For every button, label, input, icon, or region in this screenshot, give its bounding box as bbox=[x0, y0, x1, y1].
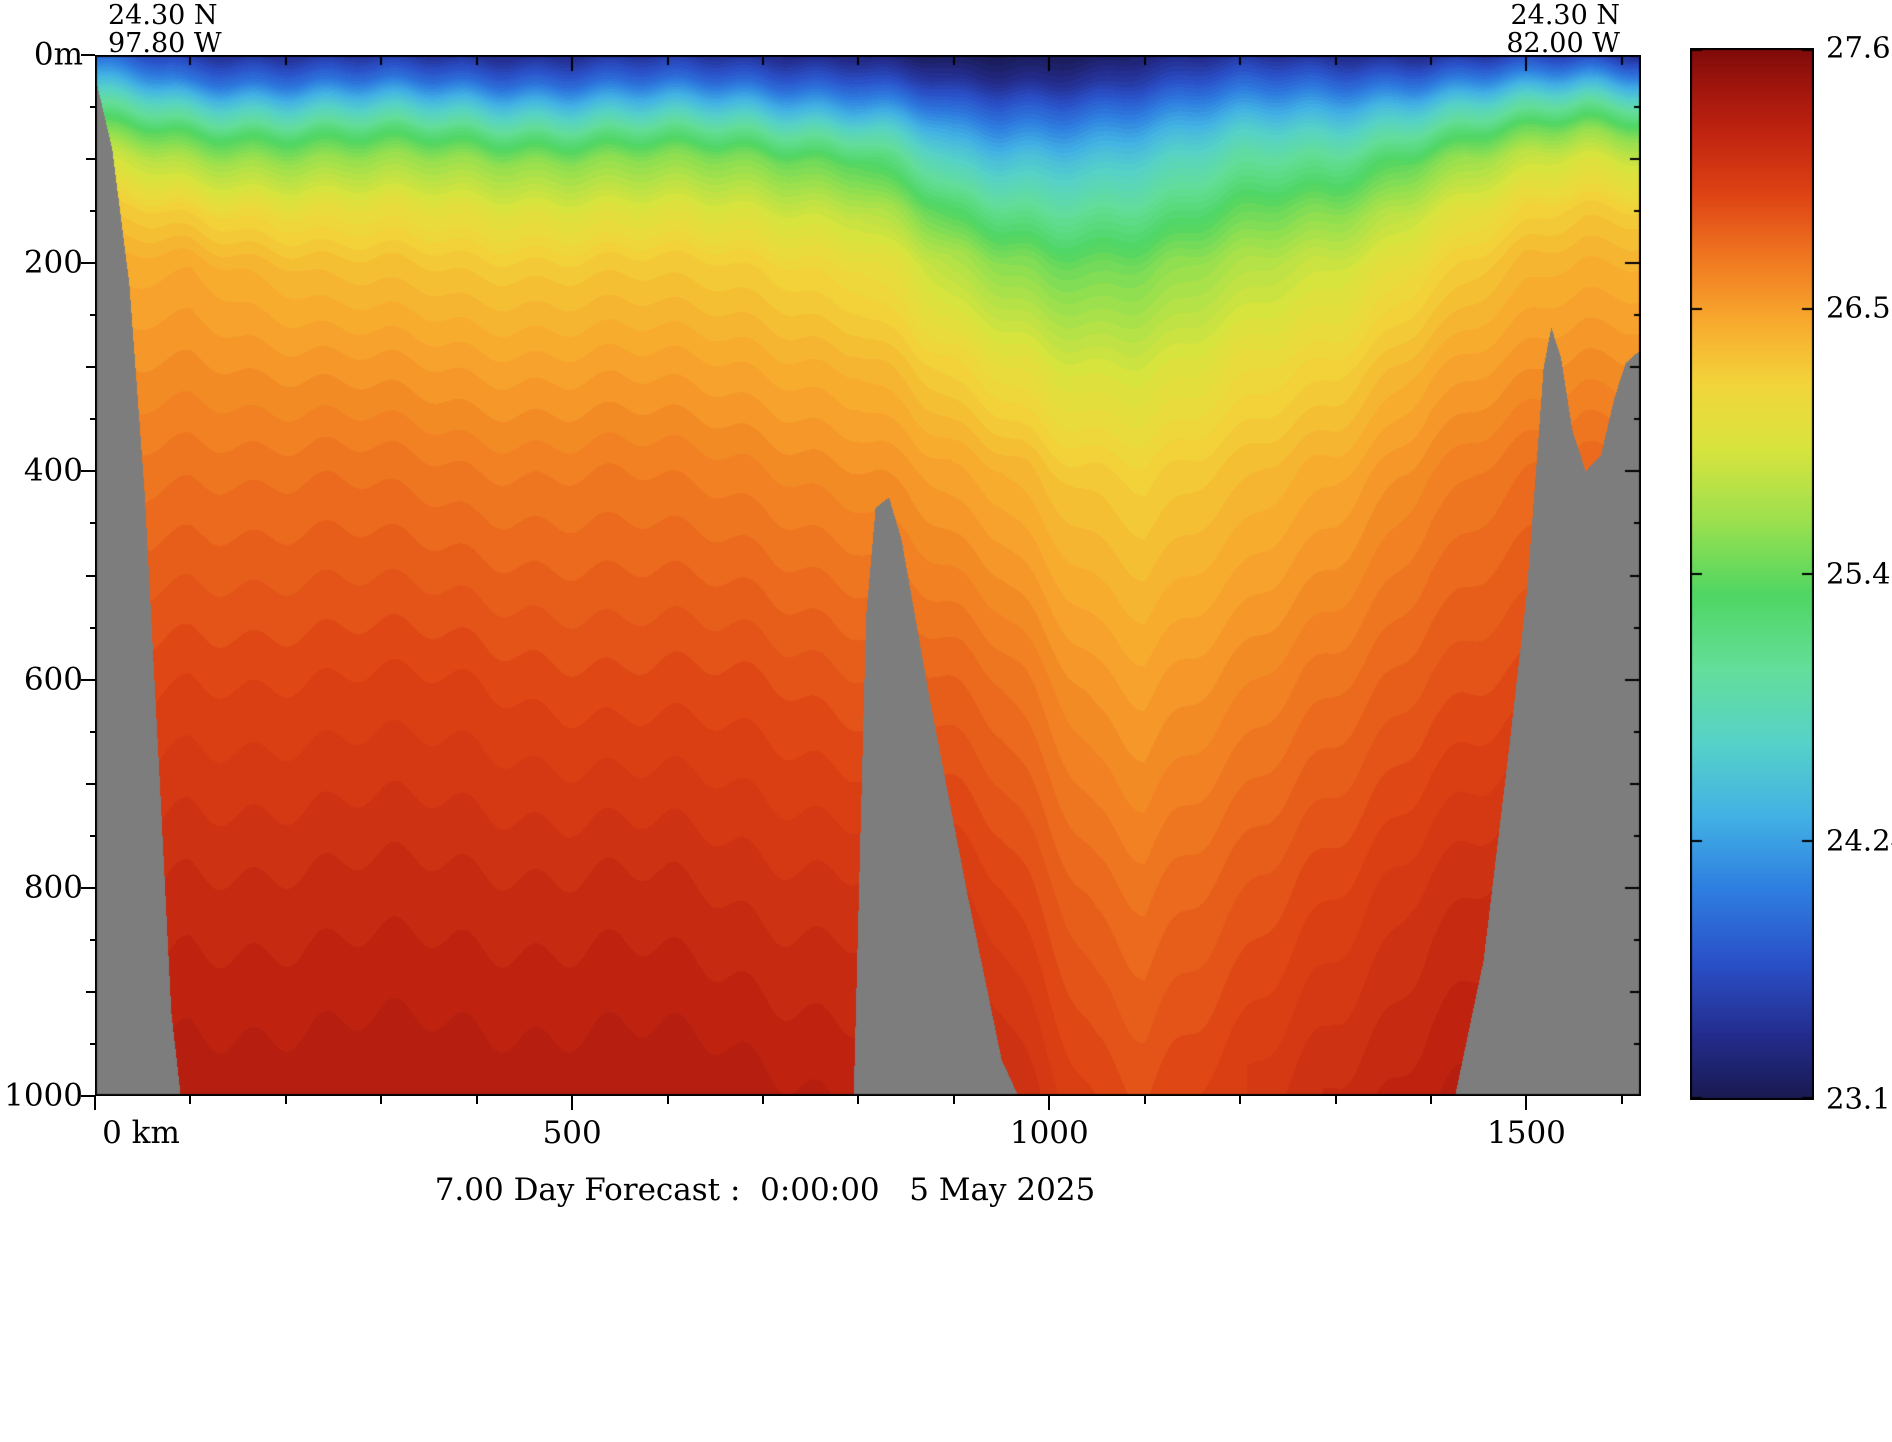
section-start-longitude: 97.80 W bbox=[108, 28, 222, 59]
y-axis-tick-label: 800 bbox=[23, 869, 83, 906]
y-axis-tick-label: 200 bbox=[23, 244, 83, 281]
x-axis-tick-label: 1500 bbox=[1487, 1115, 1566, 1151]
y-axis-tick bbox=[81, 678, 95, 681]
y-axis-tick bbox=[90, 938, 95, 941]
x-axis-tick bbox=[1620, 1096, 1623, 1104]
y-axis-tick-label: 400 bbox=[23, 452, 83, 489]
x-axis-tick bbox=[1048, 1096, 1051, 1110]
y-axis-tick bbox=[81, 1095, 95, 1097]
y-axis-tick-label: 0m bbox=[33, 36, 83, 73]
x-axis-tick-label: 0 km bbox=[102, 1115, 180, 1151]
y-axis-tick bbox=[90, 834, 95, 837]
colorbar-tick-label: 25.40 bbox=[1826, 556, 1892, 590]
y-axis-tick-label: 1000 bbox=[4, 1077, 83, 1114]
y-axis-tick bbox=[90, 418, 95, 421]
colorbar-tick-label: 26.55 bbox=[1826, 290, 1892, 325]
x-axis-tick bbox=[1334, 1096, 1337, 1104]
y-axis-tick bbox=[90, 106, 95, 109]
y-axis-tick bbox=[81, 262, 95, 265]
x-axis-tick bbox=[189, 1096, 192, 1104]
x-axis-tick bbox=[1143, 1096, 1146, 1104]
x-axis-tick bbox=[475, 1096, 478, 1104]
section-start-latitude: 24.30 N bbox=[108, 0, 218, 31]
x-axis-tick bbox=[952, 1096, 955, 1104]
x-axis-tick bbox=[571, 1096, 574, 1110]
y-axis-tick bbox=[86, 990, 95, 993]
y-axis-tick bbox=[90, 522, 95, 525]
colorbar-tick-label: 24.24 bbox=[1826, 823, 1892, 858]
y-axis-tick bbox=[86, 366, 95, 369]
section-end-longitude: 82.00 W bbox=[1506, 28, 1620, 59]
y-axis-tick bbox=[90, 1042, 95, 1045]
x-axis-tick bbox=[666, 1096, 669, 1104]
x-axis-tick bbox=[284, 1096, 287, 1104]
y-axis-tick bbox=[86, 574, 95, 577]
colorbar-canvas bbox=[1690, 48, 1814, 1100]
y-axis-tick bbox=[86, 782, 95, 785]
x-axis-tick bbox=[857, 1096, 860, 1104]
y-axis-tick bbox=[81, 54, 95, 56]
y-axis-tick bbox=[81, 470, 95, 473]
x-axis-tick bbox=[762, 1096, 765, 1104]
y-axis-tick bbox=[90, 730, 95, 733]
y-axis-tick bbox=[81, 886, 95, 889]
x-axis-tick bbox=[1525, 1096, 1528, 1110]
y-axis-tick bbox=[90, 314, 95, 317]
x-axis-tick bbox=[94, 1096, 96, 1110]
y-axis-tick-label: 600 bbox=[23, 661, 83, 698]
section-end-latitude: 24.30 N bbox=[1510, 0, 1620, 31]
section-heatmap-canvas bbox=[95, 55, 1641, 1096]
x-axis-tick-label: 500 bbox=[542, 1115, 602, 1151]
y-axis-tick bbox=[90, 210, 95, 213]
y-axis-tick bbox=[90, 626, 95, 629]
x-axis-tick bbox=[380, 1096, 383, 1104]
colorbar-tick-label: 23.12 bbox=[1826, 1081, 1892, 1116]
y-axis-tick bbox=[86, 158, 95, 161]
x-axis-tick bbox=[1430, 1096, 1433, 1104]
x-axis-tick bbox=[1239, 1096, 1242, 1104]
x-axis-tick-label: 1000 bbox=[1009, 1115, 1089, 1151]
colorbar-tick-label: 27.68 bbox=[1826, 30, 1892, 65]
forecast-caption: 7.00 Day Forecast : 0:00:00 5 May 2025 bbox=[434, 1172, 1096, 1208]
